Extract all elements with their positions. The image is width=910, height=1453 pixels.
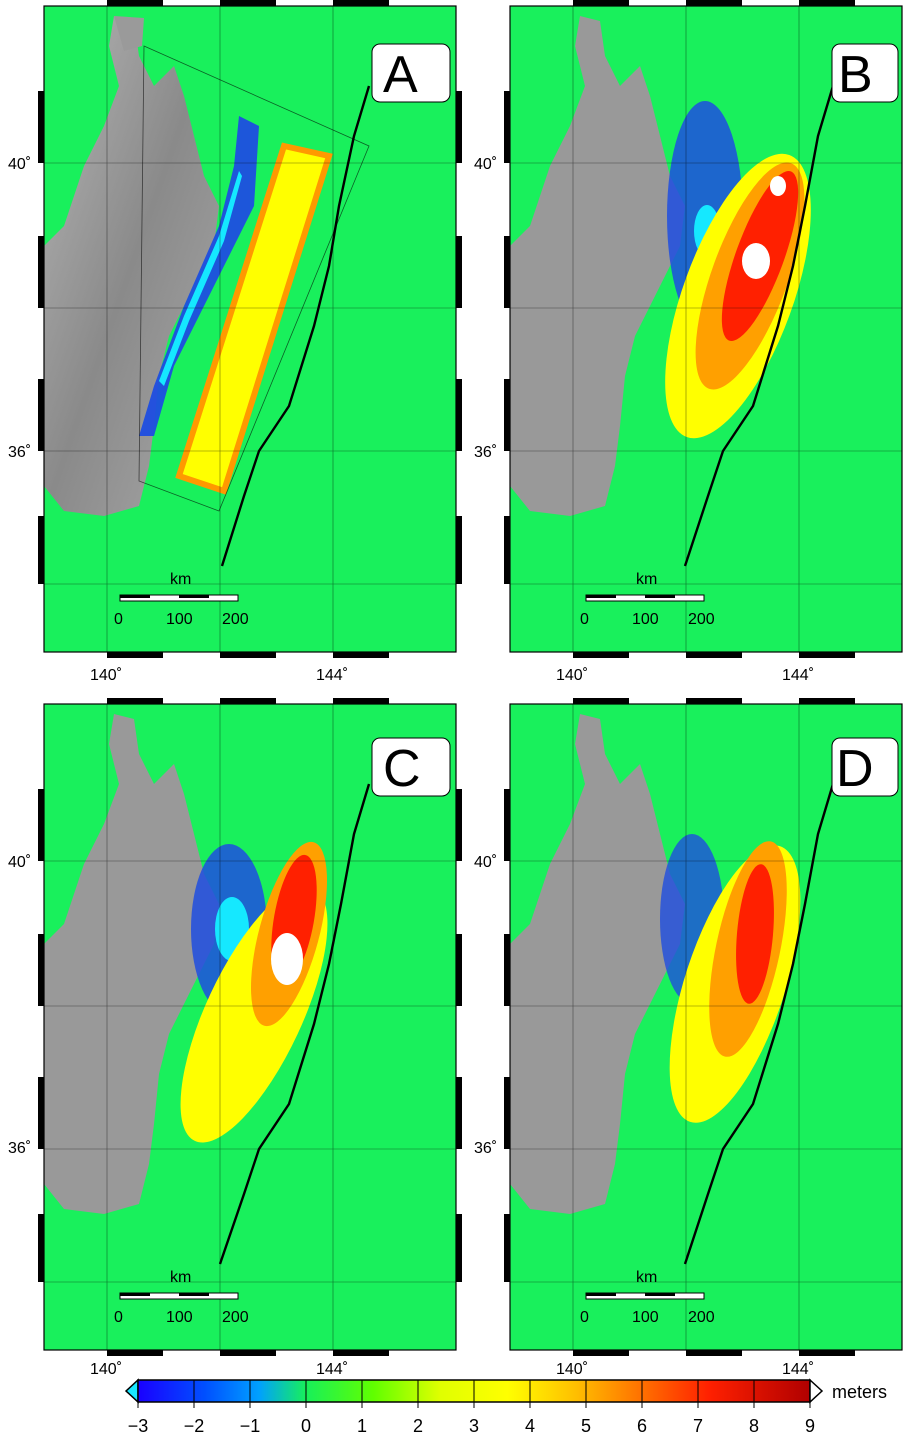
colorbar-ticks: −3 −2 −1 0 1 2 3 4 5 6 7 8 9 [128,1380,815,1436]
land-honshu [44,714,219,1214]
lat-label-40: 40˚ [8,854,31,871]
svg-text:200: 200 [688,1309,715,1326]
panel-letter: D [836,740,874,798]
scale-bar: km 0 100 200 [114,571,249,628]
colorbar-unit: meters [832,1382,887,1402]
trench-line [218,783,371,1265]
scale-tick-200: 200 [222,611,249,628]
panel-letter: C [383,740,421,798]
scale-tick-100: 100 [166,611,193,628]
map-a-svg: km 0 100 200 A [38,0,462,658]
map-panel-a: km 0 100 200 A [38,0,464,666]
colorbar-high-arrow [809,1378,824,1404]
svg-text:100: 100 [632,1309,659,1326]
svg-text:km: km [636,571,657,588]
graticule [44,6,456,652]
map-c-svg: km 0 100 200 C [38,698,462,1356]
scale-bar: km 0 100 200 [114,1269,249,1326]
trench-line [220,85,371,567]
lat-label-40: 40˚ [8,156,31,173]
colorbar-tick-label: 3 [469,1416,479,1436]
colorbar-tick-label: −1 [240,1416,261,1436]
panel-letter: A [383,46,418,104]
svg-text:km: km [636,1269,657,1286]
lon-label-140: 140˚ [556,667,588,684]
map-panel-d: km 0 100 200 D [504,698,910,1364]
colorbar-tick-label: 6 [637,1416,647,1436]
svg-text:km: km [170,1269,191,1286]
map-panel-c: km 0 100 200 C [38,698,464,1364]
svg-text:100: 100 [166,1309,193,1326]
colorbar-tick-label: 9 [805,1416,815,1436]
lat-label-36: 36˚ [8,1140,31,1157]
map-b-svg: km 0 100 200 B [504,0,903,658]
scale-bar: km 0 100 200 [580,571,715,628]
colorbar-tick-label: 2 [413,1416,423,1436]
land-honshu [510,16,685,516]
scale-unit: km [170,571,191,588]
lon-label-140: 140˚ [90,667,122,684]
panel-letter: B [838,46,873,104]
colorbar-tick-label: −3 [128,1416,149,1436]
colorbar-tick-label: 7 [693,1416,703,1436]
lat-label-36: 36˚ [474,444,497,461]
colorbar-tick-label: 4 [525,1416,535,1436]
uplift-peak [736,864,774,1004]
lon-label-144: 144˚ [316,667,348,684]
subsidence-peak [159,171,242,386]
colorbar-tick-label: 5 [581,1416,591,1436]
colorbar-tick-label: −2 [184,1416,205,1436]
map-d-svg: km 0 100 200 D [504,698,903,1356]
colorbar: −3 −2 −1 0 1 2 3 4 5 6 7 8 9 meters [0,1378,910,1448]
svg-text:0: 0 [114,1309,123,1326]
lon-label-144: 144˚ [782,667,814,684]
colorbar-tick-label: 1 [357,1416,367,1436]
lat-label-36: 36˚ [8,444,31,461]
scale-tick-0: 0 [114,611,123,628]
trench-line [683,783,835,1265]
uplift-peak [770,176,786,196]
svg-text:0: 0 [580,1309,589,1326]
lat-label-40: 40˚ [474,854,497,871]
lat-label-40: 40˚ [474,156,497,173]
uplift-peak [271,933,303,985]
map-panel-b: km 0 100 200 B [504,0,910,666]
colorbar-tick-label: 0 [301,1416,311,1436]
frame-ticks [38,0,462,658]
land-honshu [510,714,685,1214]
land-north [114,16,144,51]
svg-text:200: 200 [222,1309,249,1326]
scale-bar: km 0 100 200 [580,1269,715,1326]
svg-text:100: 100 [632,611,659,628]
lat-label-36: 36˚ [474,1140,497,1157]
uplift-zone [175,142,333,495]
land-honshu [44,16,219,516]
fault-outline [138,45,370,512]
colorbar-tick-label: 8 [749,1416,759,1436]
colorbar-svg: −3 −2 −1 0 1 2 3 4 5 6 7 8 9 meters [124,1378,887,1436]
colorbar-low-arrow [124,1378,139,1404]
svg-text:200: 200 [688,611,715,628]
trench-line [683,85,835,567]
svg-text:0: 0 [580,611,589,628]
